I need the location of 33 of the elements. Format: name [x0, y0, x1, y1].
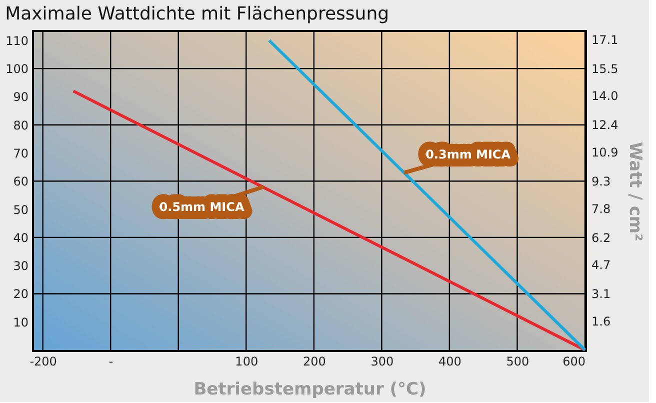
x-tick-label: 300 [370, 354, 394, 368]
y2-axis-title: Watt / cm² [625, 142, 646, 242]
y-tick-label: 50 [13, 202, 28, 217]
x-tick-label: 100 [235, 354, 258, 368]
y-tick-label: 90 [13, 90, 28, 104]
x-tick-label: 400 [438, 354, 462, 368]
x-tick-label: - [108, 354, 114, 368]
x-tick-label: 600 [562, 354, 586, 368]
y-tick-label: 10 [13, 315, 28, 330]
y-tick-label: 100 [6, 62, 28, 76]
y2-tick-label: 1.6 [592, 314, 611, 328]
y-tick-label: 20 [13, 287, 28, 302]
y-tick-label: 40 [13, 230, 28, 245]
x-tick-label: -200 [30, 354, 57, 368]
y2-tick-label: 14.0 [592, 89, 618, 104]
x-tick-label: 200 [302, 354, 326, 368]
y2-tick-label: 3.1 [592, 287, 611, 302]
y2-tick-label: 17.1 [592, 32, 618, 47]
y-tick-label: 30 [13, 259, 28, 274]
y2-tick-label: 7.8 [592, 202, 611, 216]
y2-tick-label: 4.7 [592, 258, 611, 272]
y2-tick-label: 12.4 [592, 118, 618, 132]
y-tick-label: 70 [13, 146, 28, 161]
y2-tick-label: 9.3 [592, 174, 611, 189]
chart-title: Maximale Wattdichte mit Flächenpressung [5, 3, 390, 24]
x-tick-label: 500 [506, 354, 530, 368]
y-tick-label: 80 [13, 118, 28, 132]
y2-tick-label: 10.9 [592, 145, 618, 160]
x-axis-title: Betriebstemperatur (°C) [194, 380, 426, 400]
y2-tick-label: 15.5 [592, 62, 618, 76]
y-tick-label: 60 [13, 174, 28, 189]
y2-tick-label: 6.2 [592, 230, 611, 245]
y-tick-label: 110 [6, 34, 28, 48]
